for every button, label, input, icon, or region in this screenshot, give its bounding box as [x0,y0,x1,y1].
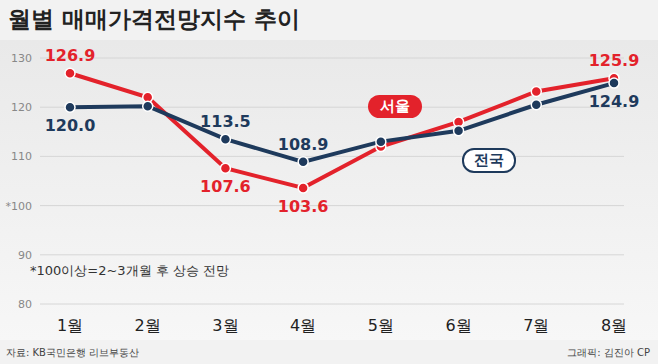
svg-text:126.9: 126.9 [45,46,96,65]
svg-text:8월: 8월 [601,316,627,335]
svg-text:110: 110 [11,150,32,163]
svg-text:4월: 4월 [290,316,316,335]
svg-text:107.6: 107.6 [200,177,251,196]
svg-text:80: 80 [18,298,32,311]
svg-text:120.0: 120.0 [45,116,96,135]
svg-text:103.6: 103.6 [278,197,329,216]
svg-text:*100: *100 [6,200,33,213]
svg-text:1월: 1월 [57,316,83,335]
html-text:전국: 전국 [474,151,504,169]
svg-text:5월: 5월 [368,316,394,335]
svg-text:113.5: 113.5 [200,112,251,131]
svg-text:7월: 7월 [523,316,549,335]
html-text:그래픽: 김진아 CP: 그래픽: 김진아 CP [567,347,650,358]
html-text:*100이상=2~3개월 후 상승 전망: *100이상=2~3개월 후 상승 전망 [30,263,229,278]
svg-text:3월: 3월 [212,316,238,335]
svg-text:90: 90 [18,249,32,262]
html-text:월별 매매가격전망지수 추이: 월별 매매가격전망지수 추이 [8,6,300,32]
svg-text:2월: 2월 [135,316,161,335]
svg-text:125.9: 125.9 [589,51,640,70]
html-text:서울: 서울 [380,97,410,115]
svg-text:108.9: 108.9 [278,135,329,154]
svg-text:130: 130 [11,52,32,65]
html-text:자료: KB국민은행 리브부동산: 자료: KB국민은행 리브부동산 [6,347,140,358]
svg-text:124.9: 124.9 [589,92,640,111]
svg-text:120: 120 [11,101,32,114]
svg-text:6월: 6월 [445,316,471,335]
